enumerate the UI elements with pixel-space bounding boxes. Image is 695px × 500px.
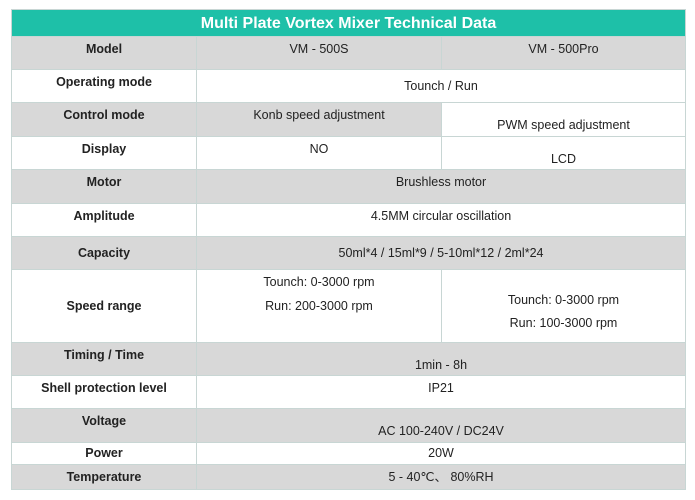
row-label-temperature: Temperature: [11, 464, 197, 490]
row-label-model: Model: [11, 36, 197, 70]
speed-range-vm500pro-touch: Tounch: 0-3000 rpm: [507, 293, 620, 307]
row-label-power: Power: [11, 442, 197, 465]
title-row: Multi Plate Vortex Mixer Technical Data: [11, 9, 686, 37]
row-label-operating-mode: Operating mode: [11, 69, 197, 103]
motor-value: Brushless motor: [196, 169, 686, 204]
power-value: 20W: [196, 442, 686, 465]
display-vm500pro: LCD: [441, 136, 686, 170]
row-label-voltage: Voltage: [11, 408, 197, 443]
timing-value: 1min - 8h: [196, 342, 686, 376]
control-mode-vm500s: Konb speed adjustment: [196, 102, 442, 137]
technical-data-table: Multi Plate Vortex Mixer Technical Data …: [11, 9, 686, 490]
table-row: Temperature 5 - 40℃、 80%RH: [11, 464, 686, 490]
speed-range-vm500s-run: Run: 200-3000 rpm: [265, 299, 373, 313]
operating-mode-value: Tounch / Run: [196, 69, 686, 103]
table-row: Shell protection level IP21: [11, 375, 686, 409]
speed-range-vm500pro: Tounch: 0-3000 rpm Run: 100-3000 rpm: [441, 269, 686, 343]
table-row: Model VM - 500S VM - 500Pro: [11, 36, 686, 70]
row-label-capacity: Capacity: [11, 236, 197, 270]
row-label-timing: Timing / Time: [11, 342, 197, 376]
table-row: Power 20W: [11, 442, 686, 465]
table-row: Display NO LCD: [11, 136, 686, 170]
table-row: Motor Brushless motor: [11, 169, 686, 204]
table-row: Speed range Tounch: 0-3000 rpm Run: 200-…: [11, 269, 686, 343]
spec-table-container: Multi Plate Vortex Mixer Technical Data …: [11, 9, 686, 493]
row-label-motor: Motor: [11, 169, 197, 204]
row-label-control-mode: Control mode: [11, 102, 197, 137]
row-label-amplitude: Amplitude: [11, 203, 197, 237]
model-vm500pro: VM - 500Pro: [441, 36, 686, 70]
row-label-speed-range: Speed range: [11, 269, 197, 343]
table-row: Voltage AC 100-240V / DC24V: [11, 408, 686, 443]
temperature-value: 5 - 40℃、 80%RH: [196, 464, 686, 490]
table-title: Multi Plate Vortex Mixer Technical Data: [11, 9, 686, 37]
speed-range-vm500pro-run: Run: 100-3000 rpm: [509, 316, 618, 330]
table-row: Timing / Time 1min - 8h: [11, 342, 686, 376]
speed-range-vm500s: Tounch: 0-3000 rpm Run: 200-3000 rpm: [196, 269, 442, 343]
table-row: Operating mode Tounch / Run: [11, 69, 686, 103]
speed-range-vm500s-touch: Tounch: 0-3000 rpm: [263, 275, 375, 289]
table-row: Control mode Konb speed adjustment PWM s…: [11, 102, 686, 137]
model-vm500s: VM - 500S: [196, 36, 442, 70]
voltage-value: AC 100-240V / DC24V: [196, 408, 686, 443]
table-row: Capacity 50ml*4 / 15ml*9 / 5-10ml*12 / 2…: [11, 236, 686, 270]
row-label-display: Display: [11, 136, 197, 170]
table-row: Amplitude 4.5MM circular oscillation: [11, 203, 686, 237]
display-vm500s: NO: [196, 136, 442, 170]
shell-protection-value: IP21: [196, 375, 686, 409]
row-label-shell-protection: Shell protection level: [11, 375, 197, 409]
control-mode-vm500pro: PWM speed adjustment: [441, 102, 686, 137]
amplitude-value: 4.5MM circular oscillation: [196, 203, 686, 237]
capacity-value: 50ml*4 / 15ml*9 / 5-10ml*12 / 2ml*24: [196, 236, 686, 270]
